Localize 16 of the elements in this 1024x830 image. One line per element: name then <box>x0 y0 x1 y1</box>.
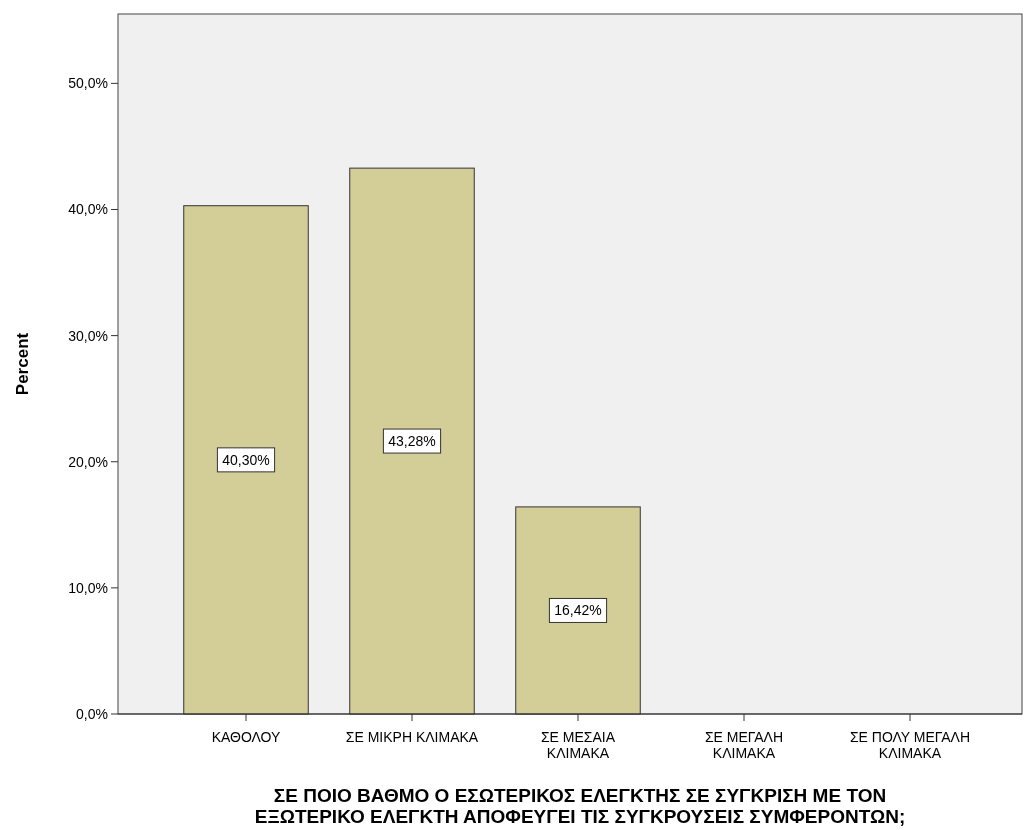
y-tick-label: 20,0% <box>68 453 108 470</box>
x-tick-label: ΣΕ ΜΕΣΑΙΑ ΚΛΙΜΑΚΑ <box>540 729 616 761</box>
y-tick-label: 50,0% <box>68 75 108 92</box>
data-label: 16,42% <box>554 602 602 619</box>
y-tick-label: 30,0% <box>68 327 108 344</box>
data-label: 43,28% <box>388 433 436 450</box>
data-label: 40,30% <box>222 451 270 468</box>
y-axis-title: Percent <box>13 332 32 396</box>
x-tick-label: ΚΑΘΟΛΟΥ <box>211 729 282 745</box>
x-axis-title: ΣΕ ΠΟΙΟ ΒΑΘΜΟ Ο ΕΣΩΤΕΡΙΚΟΣ ΕΛΕΓΚΤΗΣ ΣΕ ΣΥΓΚΡΙΣΗ ΜΕ ΤΟΝ ΕΞΩΤΕΡΙΚΟ ΕΛΕΓΚΤΗ ΑΠΟΦΕΥΓΕΙ ΤΙΣ ΣΥΓΚΡΟΥΣΕΙΣ ΣΥΜΦΕΡΟΝΤΩΝ; <box>254 785 906 827</box>
x-tick-label: ΣΕ ΜΙΚΡΗ ΚΛΙΜΑΚΑ <box>345 729 479 745</box>
y-tick-label: 10,0% <box>68 579 108 596</box>
y-tick-label: 0,0% <box>76 706 108 722</box>
y-tick-label: 40,0% <box>68 201 108 218</box>
x-tick-label: ΣΕ ΜΕΓΑΛΗ ΚΛΙΜΑΚΑ <box>704 729 784 761</box>
x-tick-label: ΣΕ ΠΟΛΥ ΜΕΓΑΛΗ ΚΛΙΜΑΚΑ <box>849 729 971 761</box>
